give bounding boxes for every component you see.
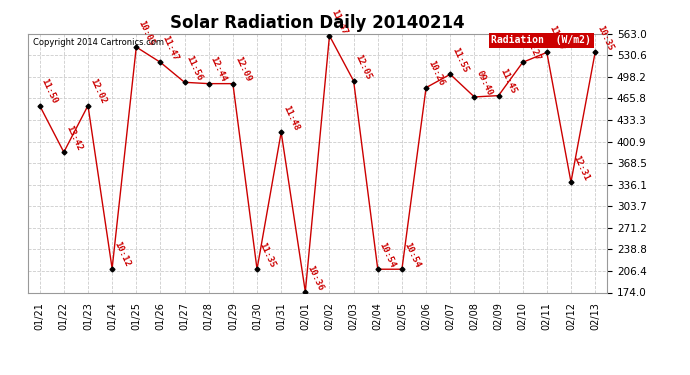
Text: 12:02: 12:02 [88, 77, 108, 106]
Text: 11:47: 11:47 [330, 8, 349, 36]
Title: Solar Radiation Daily 20140214: Solar Radiation Daily 20140214 [170, 14, 464, 32]
Text: 12:09: 12:09 [233, 56, 253, 84]
Text: 11:56: 11:56 [184, 54, 204, 82]
Text: Copyright 2014 Cartronics.com: Copyright 2014 Cartronics.com [33, 38, 164, 46]
Text: Radiation  (W/m2): Radiation (W/m2) [491, 35, 591, 45]
Text: 10:36: 10:36 [305, 264, 325, 292]
Text: 10:54: 10:54 [402, 241, 422, 269]
Text: 11:48: 11:48 [282, 104, 301, 132]
Text: 10:05: 10:05 [136, 19, 156, 47]
Text: 11:35: 11:35 [257, 241, 277, 269]
Text: 10:12: 10:12 [112, 240, 132, 268]
Text: 10:54: 10:54 [378, 241, 397, 269]
Text: 11:55: 11:55 [450, 46, 470, 74]
Text: 12:05: 12:05 [353, 53, 373, 81]
Text: 11:57: 11:57 [546, 24, 566, 52]
Text: 11:47: 11:47 [160, 34, 180, 62]
Text: 09:40: 09:40 [475, 69, 494, 97]
Text: 11:45: 11:45 [498, 68, 518, 96]
Text: 12:44: 12:44 [208, 56, 228, 84]
Text: 11:50: 11:50 [39, 77, 59, 106]
Text: 10:26: 10:26 [426, 60, 446, 88]
Text: 13:42: 13:42 [63, 124, 83, 152]
Text: 10:35: 10:35 [595, 24, 615, 52]
Text: 12:27: 12:27 [523, 34, 542, 62]
Text: 12:31: 12:31 [571, 154, 591, 182]
